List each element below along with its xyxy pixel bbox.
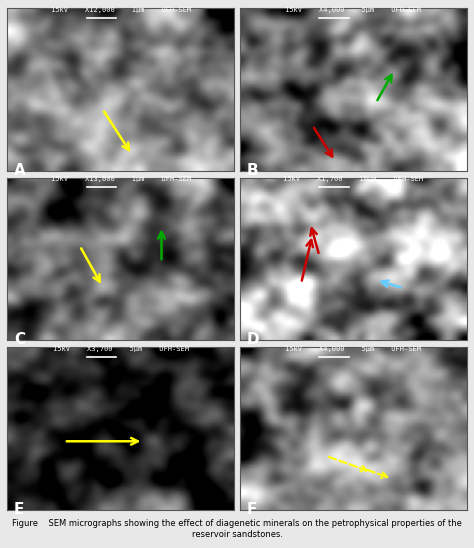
Text: C: C: [14, 332, 25, 347]
Text: F: F: [246, 501, 257, 517]
Text: D: D: [246, 332, 259, 347]
Text: B: B: [246, 163, 258, 178]
Text: 15kV    X12,000    1μm    UFH-SEM: 15kV X12,000 1μm UFH-SEM: [51, 7, 191, 13]
Text: E: E: [14, 501, 24, 517]
Text: 15kV    X4,000    5μm    UFH-SEM: 15kV X4,000 5μm UFH-SEM: [285, 346, 421, 352]
Text: A: A: [14, 163, 26, 178]
Text: Figure    SEM micrographs showing the effect of diagenetic minerals on the petro: Figure SEM micrographs showing the effec…: [12, 519, 462, 539]
Text: 15kV    X3,700    5μm    UFH-SEM: 15kV X3,700 5μm UFH-SEM: [53, 346, 189, 352]
Text: 15kV    X4,000    5μm    UFH-SEM: 15kV X4,000 5μm UFH-SEM: [285, 7, 421, 13]
Text: 15kV    X13,000    1μm    UFH-SEM: 15kV X13,000 1μm UFH-SEM: [51, 176, 191, 182]
Text: 15kV    X1,700    10μm    UFH-SEM: 15kV X1,700 10μm UFH-SEM: [283, 176, 423, 182]
